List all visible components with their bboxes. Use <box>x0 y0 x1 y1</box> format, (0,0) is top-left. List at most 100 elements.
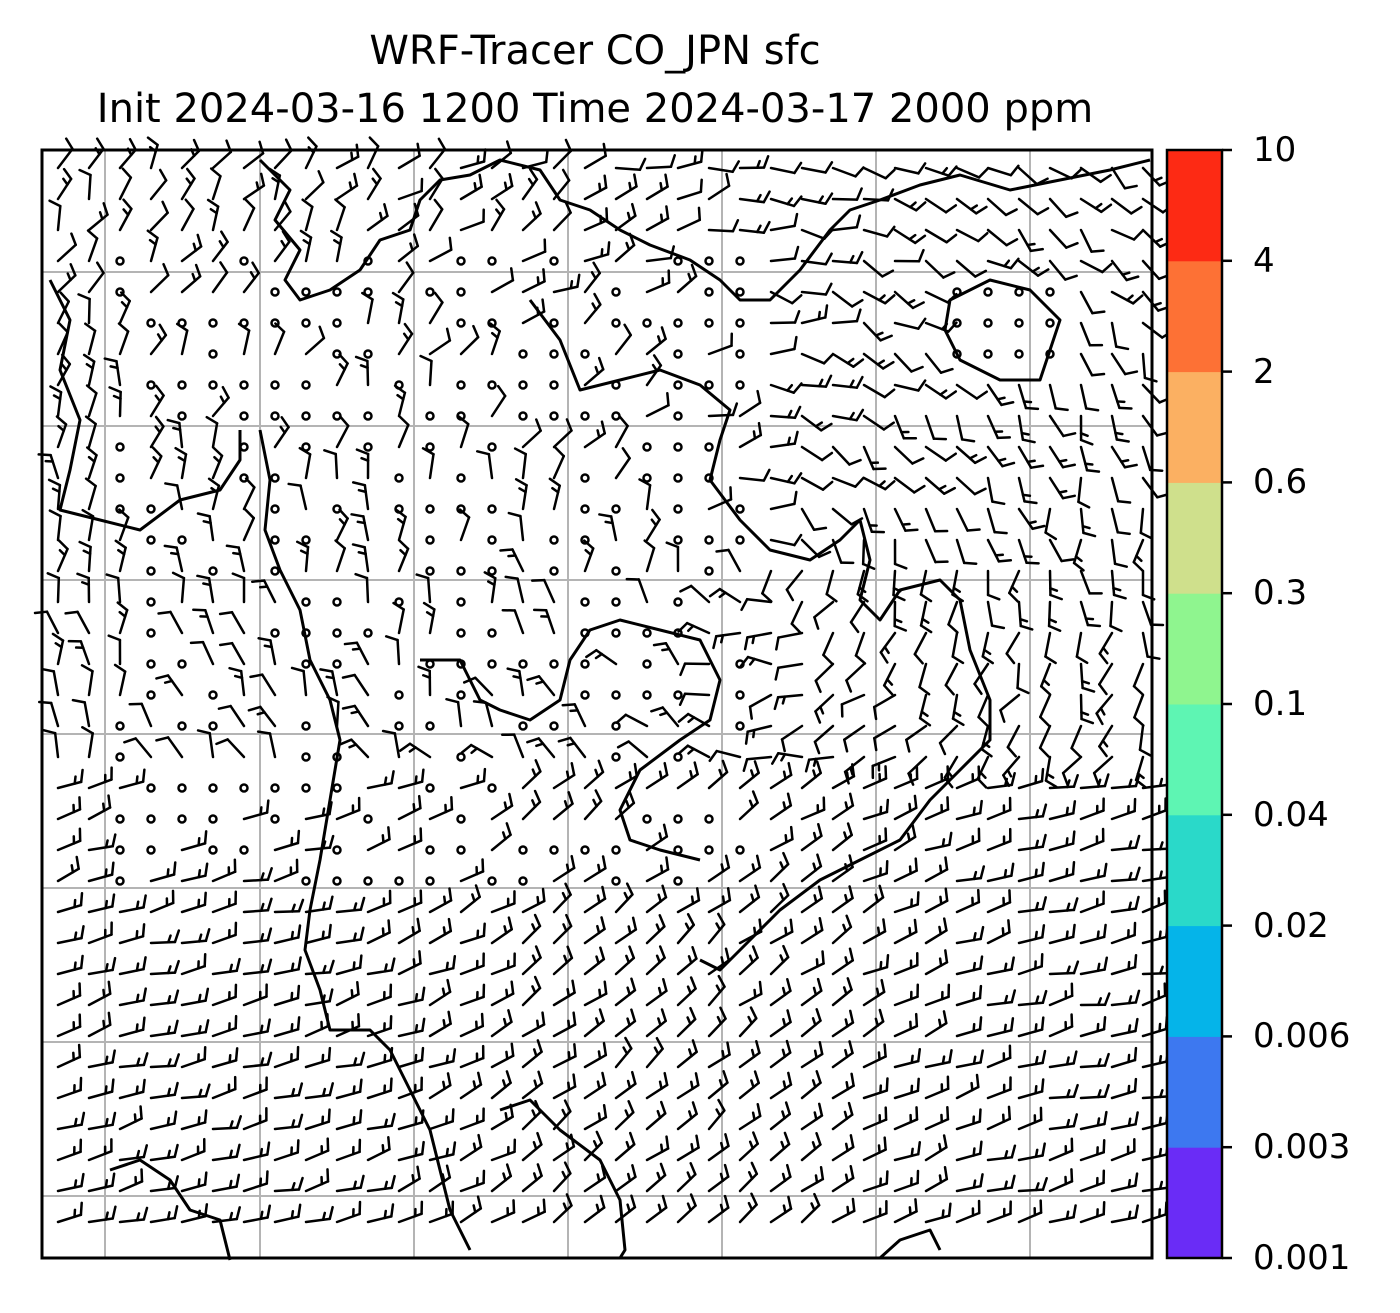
wind-barb <box>552 913 573 945</box>
wind-barb <box>335 353 349 387</box>
wind-barb <box>257 637 277 666</box>
coastline-north <box>258 158 1151 302</box>
wind-barb <box>738 760 760 790</box>
wind-barb <box>1110 1111 1139 1131</box>
wind-barb <box>955 1140 983 1162</box>
wind-barb <box>149 1110 178 1131</box>
wind-barb <box>715 548 742 573</box>
wind-barb <box>813 600 835 630</box>
map-subtitle: Init 2024-03-16 1200 Time 2024-03-17 200… <box>96 86 1094 132</box>
wind-barb <box>237 322 251 356</box>
wind-barb <box>924 165 958 177</box>
calm-wind-marker <box>456 256 466 266</box>
wind-barb <box>118 923 146 945</box>
wind-barb <box>354 572 370 604</box>
wind-barb <box>1110 228 1144 241</box>
calm-wind-marker <box>208 380 218 390</box>
wind-barb <box>676 1193 697 1224</box>
wind-barb <box>831 250 864 265</box>
wind-barb <box>118 167 133 201</box>
wind-barb <box>1098 631 1114 665</box>
wind-barb <box>397 233 420 263</box>
wind-barb <box>225 544 246 573</box>
wind-barb <box>986 862 1015 883</box>
wind-barb <box>335 1051 366 1069</box>
wind-barb <box>652 642 680 666</box>
wind-barb <box>242 958 273 976</box>
wind-barb <box>785 569 804 602</box>
wind-barb <box>192 608 215 635</box>
coastline-gulf <box>420 618 722 862</box>
wind-barb <box>986 507 1008 535</box>
wind-barb <box>955 925 985 945</box>
wind-barb <box>87 833 117 852</box>
calm-wind-marker <box>611 628 621 638</box>
wind-barb <box>273 829 301 852</box>
wind-barb <box>85 446 98 480</box>
wind-barb <box>986 889 1012 914</box>
wind-barb <box>924 383 958 400</box>
calm-wind-marker <box>270 628 280 638</box>
wind-barb <box>422 601 436 635</box>
wind-barb <box>1110 383 1133 410</box>
calm-wind-marker <box>146 318 156 328</box>
wind-barb <box>583 789 603 821</box>
calm-wind-marker <box>735 287 745 297</box>
calm-wind-marker <box>332 845 342 855</box>
calm-wind-marker <box>146 504 156 514</box>
wind-barb <box>800 304 829 325</box>
wind-barb <box>645 205 670 232</box>
wind-barb <box>40 667 60 697</box>
wind-barb <box>893 918 918 945</box>
wind-barb <box>174 446 188 480</box>
wind-barb <box>548 477 561 511</box>
wind-barb <box>304 959 335 976</box>
wind-barb <box>87 766 113 790</box>
wind-barb <box>211 921 238 945</box>
wind-barb <box>1141 290 1171 312</box>
wind-barb <box>676 1134 700 1162</box>
wind-barb <box>707 160 741 174</box>
calm-wind-marker <box>394 721 404 731</box>
wind-barb <box>242 1170 269 1193</box>
wind-barb <box>366 826 391 852</box>
coastline-southwest-island <box>499 1098 627 1259</box>
wind-barb <box>712 631 742 650</box>
wind-barb <box>489 322 501 356</box>
wind-barb <box>339 738 370 759</box>
wind-barb <box>247 705 277 728</box>
wind-barb <box>614 415 629 449</box>
wind-barb <box>149 1081 179 1100</box>
wind-barb <box>1017 1142 1046 1162</box>
wind-barb <box>598 513 618 542</box>
wind-barb <box>1133 693 1145 727</box>
calm-wind-marker <box>518 380 528 390</box>
wind-barb <box>831 1101 854 1131</box>
wind-barb <box>415 573 432 604</box>
calm-wind-marker <box>642 814 652 824</box>
calm-wind-marker <box>549 256 559 266</box>
wind-barb <box>955 414 976 443</box>
wind-barb <box>77 293 91 325</box>
wind-barb <box>1048 445 1077 469</box>
wind-barb <box>676 1101 698 1131</box>
wind-barb <box>180 891 207 914</box>
wind-barb <box>287 482 308 511</box>
wind-barb <box>893 414 918 440</box>
wind-barb <box>490 384 507 418</box>
wind-barb <box>1079 992 1111 1007</box>
wind-barb <box>552 1161 572 1193</box>
calm-wind-marker <box>301 752 311 762</box>
wind-barb <box>189 640 215 666</box>
wind-barb <box>800 1102 824 1131</box>
wind-barb <box>462 676 494 697</box>
wind-barb <box>676 945 698 976</box>
calm-wind-marker <box>456 380 466 390</box>
calm-wind-marker <box>177 814 187 824</box>
wind-barb <box>831 854 854 883</box>
wind-barb <box>814 662 835 694</box>
wind-barb <box>428 1048 457 1069</box>
wind-barb <box>490 1138 517 1162</box>
calm-wind-marker <box>115 442 125 452</box>
calm-wind-marker <box>363 442 373 452</box>
